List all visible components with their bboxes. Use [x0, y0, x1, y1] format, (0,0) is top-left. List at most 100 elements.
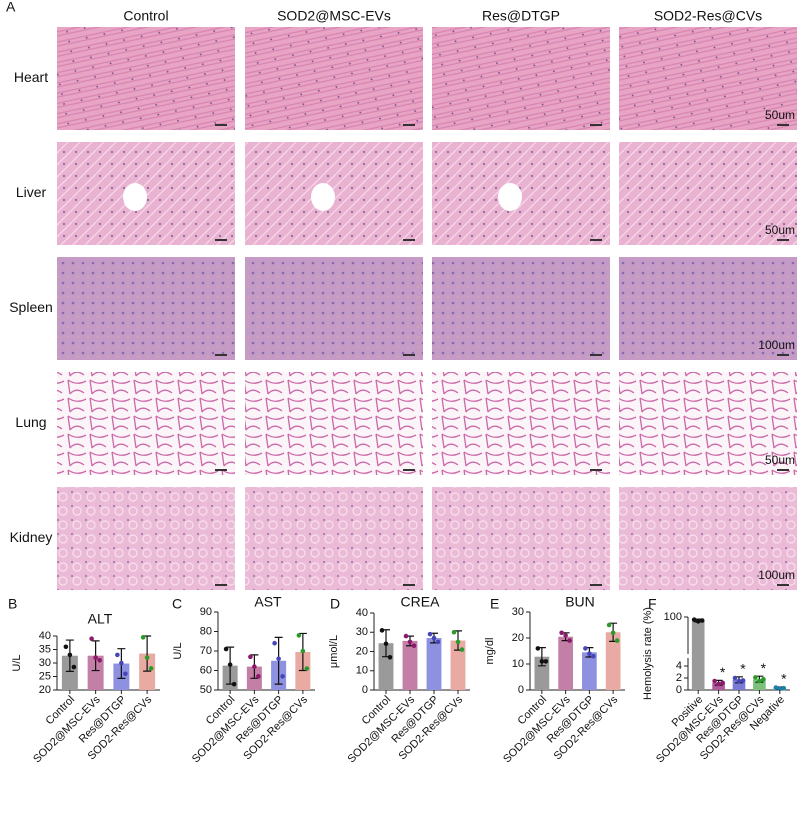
data-point	[753, 675, 758, 680]
column-header: SOD2-Res@CVs	[654, 8, 762, 24]
histology-image	[245, 257, 423, 360]
data-point	[543, 659, 549, 664]
significance-marker: *	[720, 664, 726, 680]
column-header: Control	[123, 8, 168, 24]
scale-bar-label: 100um	[758, 338, 795, 352]
bar	[732, 679, 746, 690]
y-axis-label: U/L	[11, 654, 23, 671]
data-point	[606, 622, 612, 628]
scale-bar	[215, 469, 227, 471]
y-axis-label: mg/dl	[484, 638, 496, 665]
data-point	[427, 631, 433, 637]
scale-bar	[590, 239, 602, 241]
data-point	[252, 664, 257, 669]
scale-bar	[590, 584, 602, 586]
data-point	[781, 685, 787, 691]
scale-bar-label: 100um	[758, 568, 795, 582]
bar	[378, 643, 394, 690]
histology-image	[57, 372, 235, 475]
bar	[450, 640, 466, 690]
panel-letter: E	[490, 596, 499, 612]
bar	[691, 620, 705, 690]
bar	[139, 653, 156, 690]
scale-bar-label: 50um	[765, 453, 795, 467]
data-point	[67, 652, 73, 658]
y-tick-label: 4	[676, 660, 682, 672]
data-point	[407, 639, 413, 645]
data-point	[535, 646, 541, 651]
data-point	[559, 630, 564, 636]
column-header: SOD2@MSC-EVs	[277, 8, 391, 24]
row-label: Liver	[16, 184, 47, 200]
data-point	[567, 638, 572, 643]
histology-image	[245, 487, 423, 590]
bar	[582, 652, 597, 690]
data-point	[231, 681, 237, 687]
scale-bar	[777, 239, 789, 241]
data-point	[587, 651, 592, 656]
data-point	[140, 635, 146, 640]
histology-image	[57, 257, 235, 360]
vessel	[311, 183, 335, 211]
scale-bar	[403, 124, 415, 126]
y-axis-label: μmol/L	[328, 635, 340, 668]
scale-bar	[590, 469, 602, 471]
histology-image	[619, 27, 797, 130]
y-tick-label: 30	[39, 657, 51, 669]
y-tick-label: 20	[512, 632, 524, 644]
bar	[712, 682, 725, 690]
panel-letter: A	[6, 0, 16, 15]
data-point	[459, 647, 465, 652]
data-point	[773, 685, 779, 690]
data-point	[691, 617, 697, 622]
scale-bar	[777, 124, 789, 126]
data-point	[248, 654, 253, 660]
row-label: Spleen	[9, 299, 53, 315]
data-point	[563, 633, 568, 638]
bar	[534, 656, 550, 690]
y-tick-label: 30	[512, 606, 524, 618]
data-point	[123, 671, 128, 677]
y-tick-label: 25	[39, 670, 51, 682]
data-point	[777, 686, 783, 692]
scale-bar	[215, 124, 227, 126]
y-tick-label: 50	[200, 684, 212, 696]
data-point	[699, 618, 705, 623]
data-point	[387, 654, 393, 660]
data-point	[712, 678, 717, 684]
data-point	[256, 674, 261, 679]
scale-bar	[777, 354, 789, 356]
data-point	[761, 676, 766, 682]
scale-bar	[215, 584, 227, 586]
data-point	[736, 678, 742, 684]
row-label: Kidney	[10, 529, 53, 545]
y-tick-label: 20	[39, 684, 51, 696]
chart-title: CREA	[401, 594, 441, 610]
panel-letter: B	[8, 596, 17, 612]
y-tick-label: 20	[356, 645, 368, 657]
vessel	[498, 183, 522, 211]
scale-bar	[403, 354, 415, 356]
scale-bar-label: 50um	[765, 108, 795, 122]
panel-letter: D	[330, 596, 340, 612]
histology-image	[619, 142, 797, 245]
data-point	[716, 681, 721, 687]
scale-bar	[777, 469, 789, 471]
histology-image	[432, 487, 610, 590]
data-point	[93, 655, 98, 660]
y-tick-label: 10	[512, 658, 524, 670]
histology-image	[432, 257, 610, 360]
scale-bar	[590, 354, 602, 356]
bar	[753, 679, 766, 690]
data-point	[614, 638, 620, 643]
data-point	[451, 629, 457, 635]
data-point	[276, 656, 281, 662]
scale-bar	[215, 354, 227, 356]
scale-bar	[403, 239, 415, 241]
y-tick-label: 35	[39, 643, 51, 655]
y-tick-label: 2	[676, 672, 682, 684]
histology-image	[619, 372, 797, 475]
data-point	[71, 664, 77, 670]
